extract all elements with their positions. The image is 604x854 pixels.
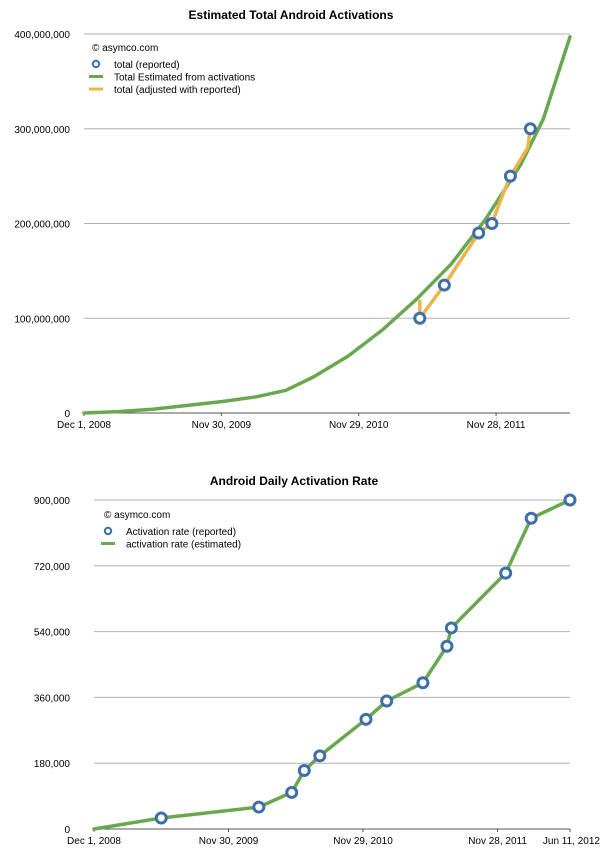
chart-1: Android Daily Activation Rate 0 180,000 360… (34, 474, 601, 847)
x-tick-label: Nov 29, 2010 (329, 420, 389, 431)
legend-label: Total Estimated from activations (114, 73, 255, 84)
y-tick-label: 720,000 (34, 562, 71, 573)
data-point (437, 278, 451, 292)
x-tick-label: Nov 28, 2011 (467, 420, 526, 431)
data-point (285, 785, 299, 799)
legend-marker (103, 526, 113, 536)
x-tick-label: Nov 30, 2009 (199, 836, 259, 847)
y-tick-label: 100,000,000 (14, 314, 70, 325)
data-point (499, 566, 513, 580)
y-tick-label: 900,000 (34, 496, 71, 507)
data-point (563, 493, 577, 507)
x-tick-label: Nov 29, 2010 (333, 836, 393, 847)
data-point (472, 226, 486, 240)
x-tick-label: Nov 30, 2009 (192, 420, 252, 431)
legend-label: activation rate (estimated) (126, 540, 241, 551)
data-point (416, 676, 430, 690)
x-tick-label: Dec 1, 2008 (67, 836, 121, 847)
y-tick-label: 0 (64, 409, 70, 420)
legend-label: Activation rate (reported) (126, 527, 236, 538)
series-line-2 (418, 127, 533, 321)
y-tick-label: 540,000 (34, 628, 71, 639)
data-point (444, 621, 458, 635)
x-tick-label: Dec 1, 2008 (57, 420, 111, 431)
x-tick-label: Jun 11, 2012 (543, 836, 601, 847)
data-point (440, 639, 454, 653)
watermark-label: © asymco.com (104, 510, 170, 521)
legend-label: total (adjusted with reported) (114, 85, 241, 96)
data-point (359, 712, 373, 726)
data-point (524, 511, 538, 525)
legend-label: total (reported) (114, 60, 180, 71)
data-point (297, 764, 311, 778)
data-point (485, 217, 499, 230)
y-tick-label: 200,000,000 (14, 220, 70, 231)
y-tick-label: 0 (64, 825, 70, 836)
data-point (313, 749, 327, 763)
data-point (154, 811, 168, 825)
data-point (380, 694, 394, 708)
y-tick-label: 300,000,000 (14, 125, 70, 136)
chart-title: Estimated Total Android Activations (189, 8, 394, 22)
y-tick-label: 400,000,000 (14, 30, 70, 41)
data-point (252, 800, 266, 814)
chart-title: Android Daily Activation Rate (210, 474, 379, 488)
legend-marker (91, 59, 101, 69)
y-tick-label: 180,000 (34, 759, 71, 770)
y-tick-label: 360,000 (34, 693, 71, 704)
chart-0: Estimated Total Android Activations 0 100,… (14, 8, 572, 431)
x-tick-label: Nov 28, 2011 (468, 836, 527, 847)
data-point (413, 311, 427, 325)
watermark-label: © asymco.com (92, 43, 158, 54)
data-point (523, 122, 537, 136)
data-point (503, 169, 517, 183)
